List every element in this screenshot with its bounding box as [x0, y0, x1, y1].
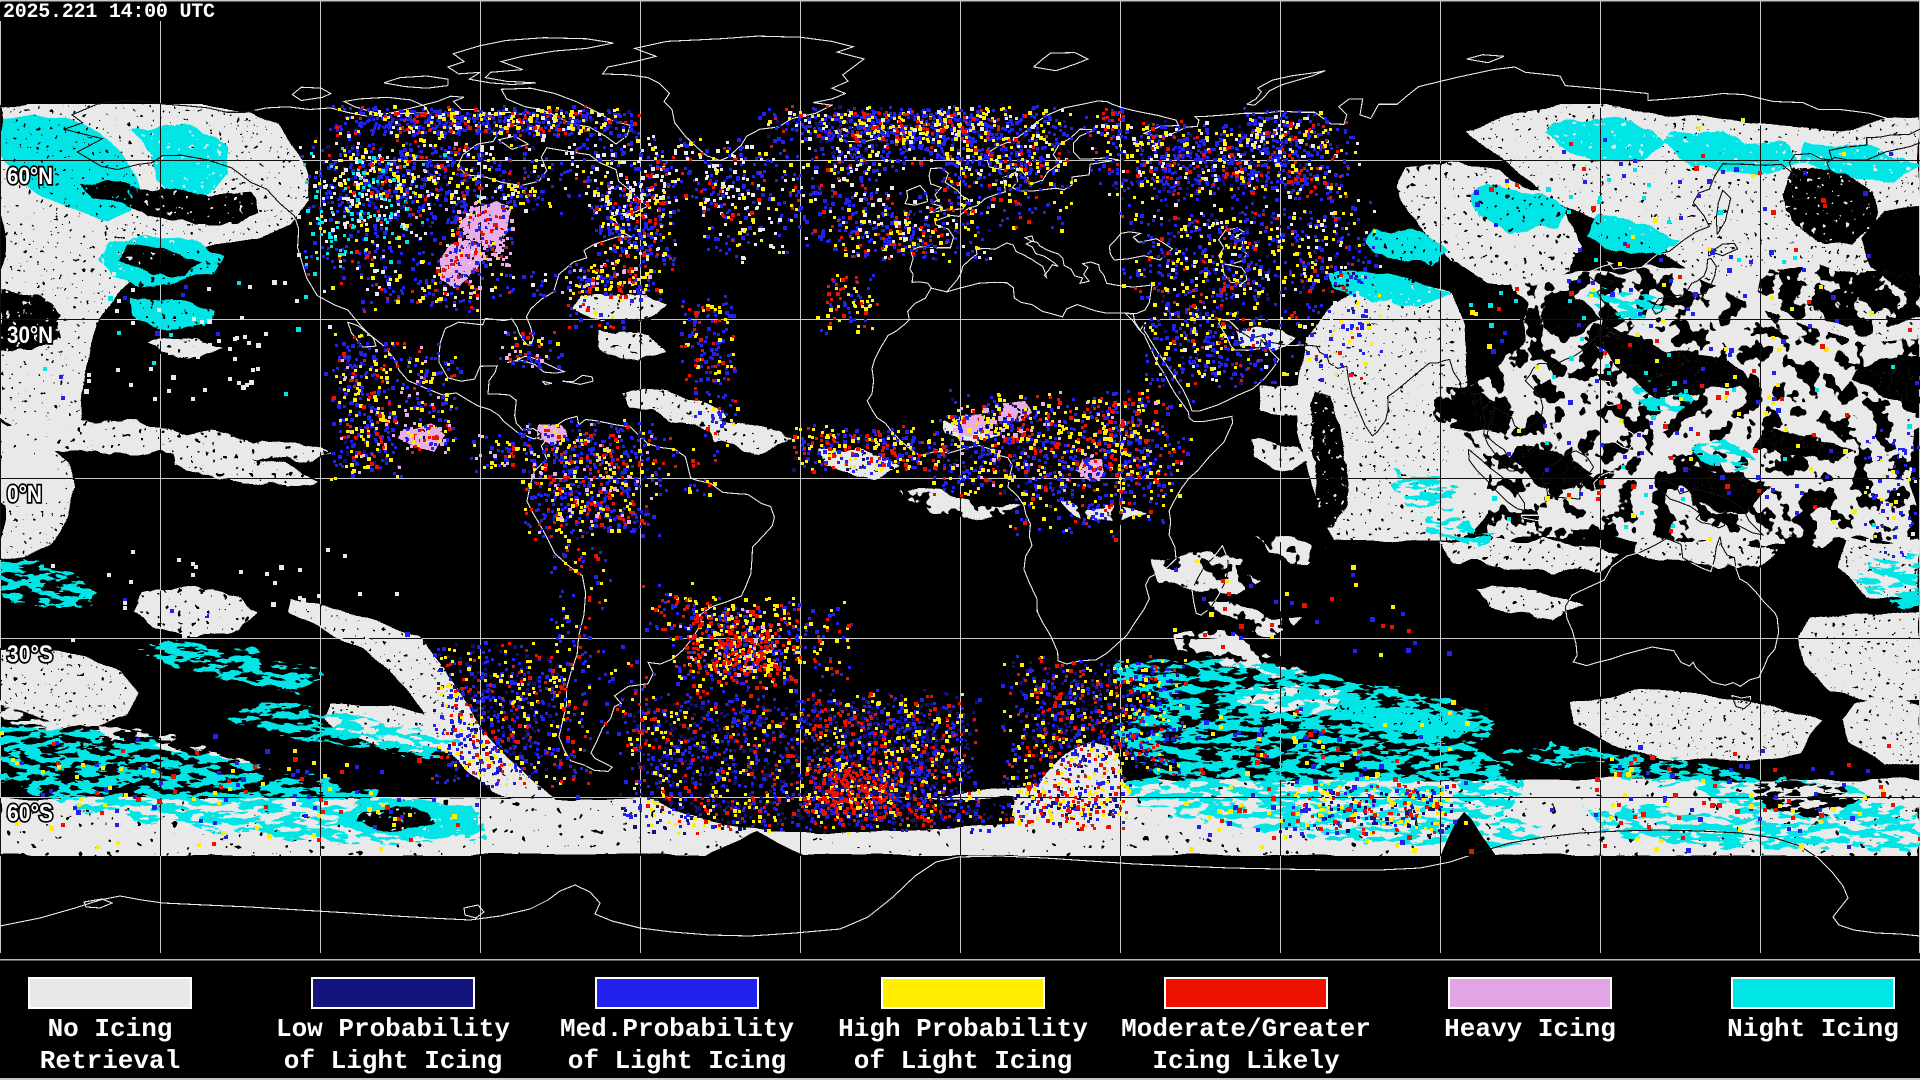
svg-text:Night Icing: Night Icing [1727, 1014, 1899, 1044]
svg-text:No Icing: No Icing [48, 1014, 173, 1044]
svg-text:2025.221 14:00 UTC: 2025.221 14:00 UTC [3, 1, 215, 24]
svg-text:60°N: 60°N [7, 163, 53, 190]
svg-text:Low Probability: Low Probability [276, 1014, 510, 1044]
svg-text:High Probability: High Probability [838, 1014, 1088, 1044]
svg-text:60°S: 60°S [7, 800, 53, 827]
svg-text:30°N: 30°N [7, 322, 53, 349]
svg-text:Med.Probability: Med.Probability [560, 1014, 794, 1044]
svg-text:Icing Likely: Icing Likely [1152, 1046, 1340, 1076]
svg-text:Heavy Icing: Heavy Icing [1444, 1014, 1616, 1044]
svg-text:0°N: 0°N [7, 481, 42, 508]
svg-text:of Light Icing: of Light Icing [284, 1046, 502, 1076]
svg-text:of Light Icing: of Light Icing [854, 1046, 1072, 1076]
svg-text:of Light Icing: of Light Icing [568, 1046, 786, 1076]
svg-text:Retrieval: Retrieval [40, 1046, 180, 1076]
svg-text:Moderate/Greater: Moderate/Greater [1121, 1014, 1371, 1044]
svg-text:30°S: 30°S [7, 641, 53, 668]
